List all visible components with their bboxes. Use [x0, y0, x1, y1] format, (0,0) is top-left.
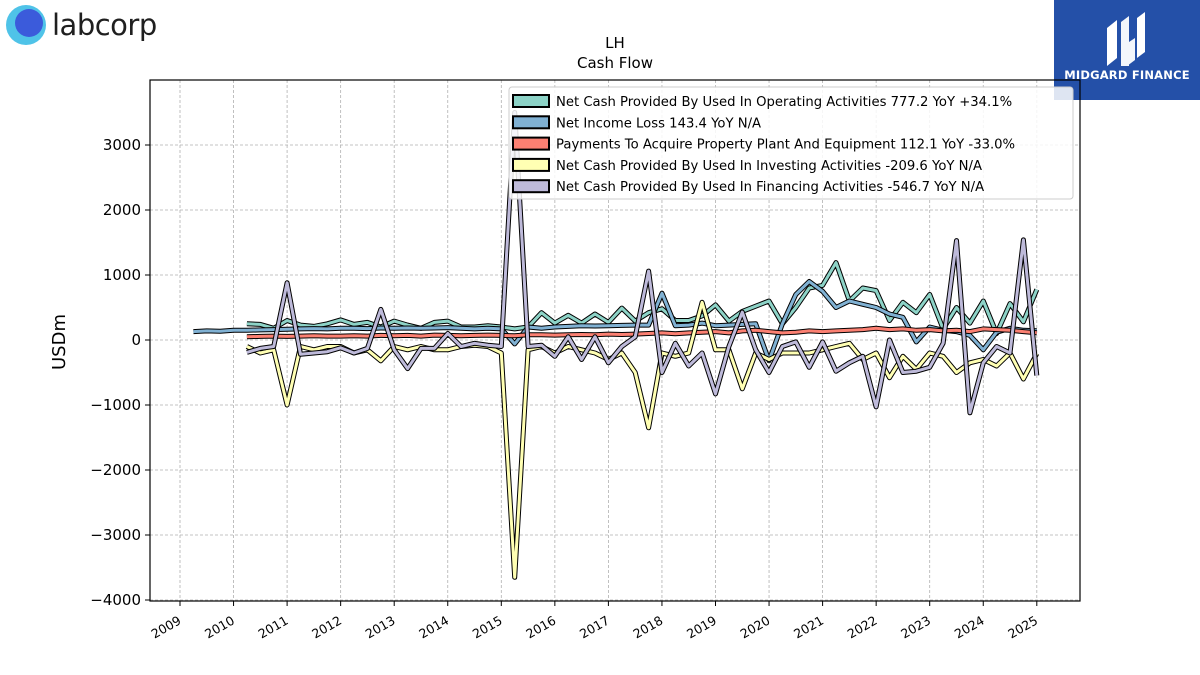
y-tick-label: 0 [131, 331, 141, 349]
series-lines [193, 110, 1040, 580]
legend-label-1: Net Income Loss 143.4 YoY N/A [556, 116, 761, 131]
plot-frame [149, 79, 1081, 602]
midgard-logo-icon [1107, 12, 1145, 66]
labcorp-brand: labcorp [5, 4, 157, 46]
midgard-finance-badge: MIDGARD FINANCE [1054, 0, 1200, 100]
x-axis-ticks: 2009 2010 2011 2012 2013 2014 2015 2016 2017 2018… [148, 601, 1040, 642]
x-tick-label: 2012 [309, 613, 344, 642]
x-tick-label: 2011 [256, 613, 291, 642]
chart-title: LH [605, 34, 625, 52]
badge-label: MIDGARD FINANCE [1064, 68, 1190, 82]
x-tick-label: 2025 [1005, 613, 1040, 642]
legend-label-0: Net Cash Provided By Used In Operating A… [556, 95, 1012, 110]
x-tick-label: 2013 [363, 613, 398, 642]
y-tick-label: 1000 [103, 266, 141, 284]
legend-label-3: Net Cash Provided By Used In Investing A… [556, 159, 982, 174]
legend-swatch-2 [512, 136, 550, 151]
legend-swatch-3 [512, 157, 550, 172]
legend-swatch-4 [512, 179, 550, 194]
y-tick-label: −1000 [90, 396, 141, 414]
x-tick-label: 2016 [523, 613, 558, 642]
x-tick-label: 2015 [470, 613, 505, 642]
x-tick-label: 2024 [952, 613, 987, 642]
x-tick-label: 2014 [416, 613, 451, 642]
legend-box [508, 86, 1074, 200]
labcorp-logo-icon [6, 5, 46, 45]
legend-swatch-1 [512, 115, 550, 130]
x-tick-label: 2020 [737, 613, 772, 642]
y-tick-label: −3000 [90, 526, 141, 544]
x-tick-label: 2018 [630, 613, 665, 642]
series-3-outline [245, 299, 1040, 580]
series-3-line [246, 300, 1039, 579]
y-tick-label: 3000 [103, 136, 141, 154]
series-2-line [246, 326, 1037, 339]
y-tick-label: −2000 [90, 461, 141, 479]
x-tick-label: 2019 [684, 613, 719, 642]
x-tick-label: 2010 [202, 613, 237, 642]
y-tick-label: −4000 [90, 591, 141, 609]
y-axis-ticks: −4000 −3000 −2000 −1000 0 1000 2000 3000 [90, 136, 150, 609]
x-tick-label: 2022 [845, 613, 880, 642]
legend-label-4: Net Cash Provided By Used In Financing A… [556, 180, 984, 195]
y-axis-label: USDm [49, 314, 70, 370]
y-tick-label: 2000 [103, 201, 141, 219]
legend-label-2: Payments To Acquire Property Plant And E… [556, 138, 1015, 153]
x-tick-label: 2023 [898, 613, 933, 642]
series-4-line [246, 111, 1039, 415]
legend: Net Cash Provided By Used In Operating A… [508, 86, 1074, 200]
series-1-line [193, 280, 1037, 363]
x-tick-label: 2021 [791, 613, 826, 642]
labcorp-wordmark: labcorp [52, 8, 157, 42]
chart-subtitle: Cash Flow [577, 54, 653, 72]
x-tick-label: 2017 [577, 613, 612, 642]
legend-swatch-0 [512, 94, 550, 108]
x-tick-label: 2009 [148, 613, 183, 642]
